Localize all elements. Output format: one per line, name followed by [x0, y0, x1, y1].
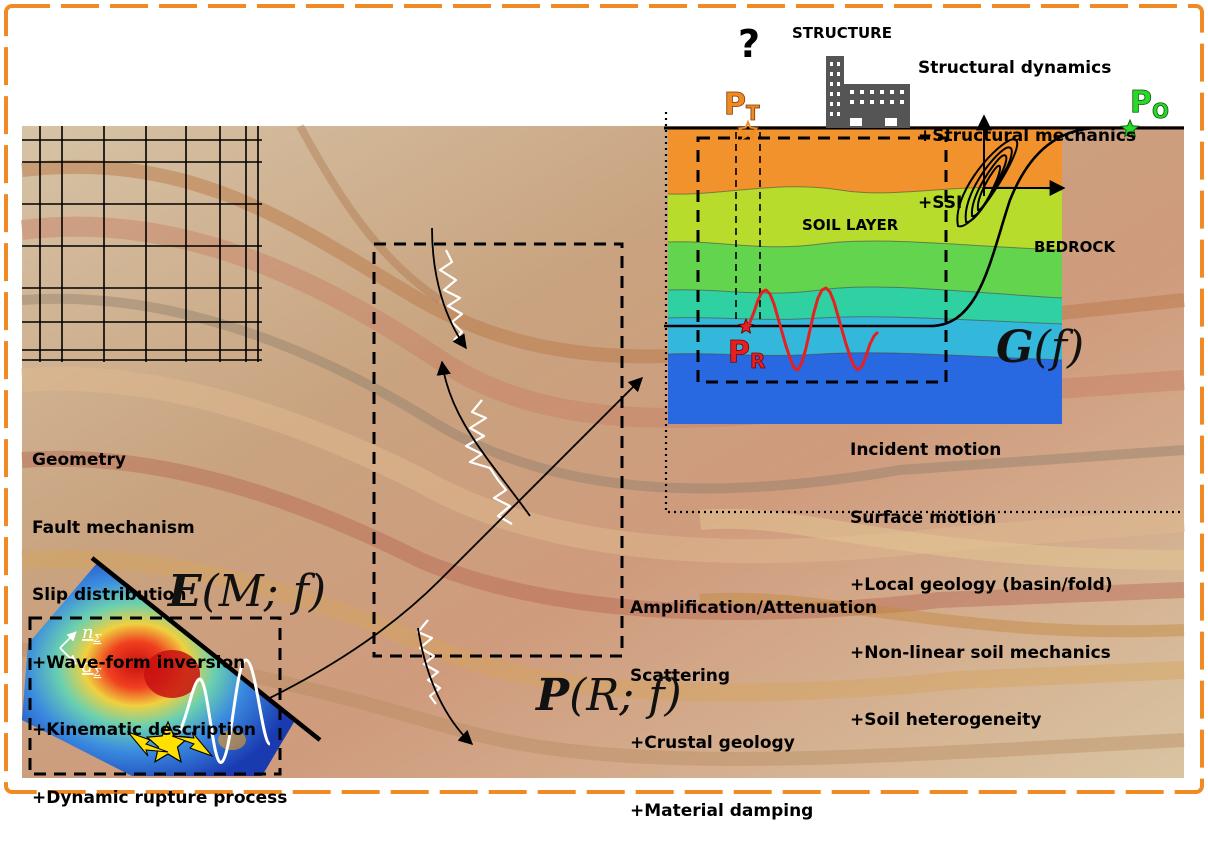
numerical-grid	[22, 126, 262, 362]
soil-layer-5	[668, 316, 1062, 360]
source-note: +Kinematic description	[32, 720, 257, 740]
normal-vector-label: nΣ	[82, 622, 102, 645]
soil-layer-1	[668, 128, 1062, 195]
path-note: Scattering	[630, 665, 731, 686]
soil-layer-2	[668, 186, 1062, 250]
structure-building	[826, 56, 910, 128]
scattered-wave-paths	[416, 249, 513, 705]
site-note: +Local geology (basin/fold)	[850, 575, 1113, 595]
site-term-args: (f)	[1033, 322, 1085, 373]
site-domain-dotted-boundary	[664, 112, 1184, 514]
source-note: Geometry	[32, 450, 126, 470]
structure-label: STRUCTURE	[792, 24, 892, 42]
point-rock-label: PR	[728, 335, 765, 373]
site-term-formula: G(f)	[996, 322, 1084, 373]
point-output-star	[1120, 118, 1140, 138]
path-note: +Crustal geology	[630, 733, 795, 753]
structure-note: Structural dynamics	[918, 58, 1112, 78]
path-note: Amplification/Attenuation	[630, 598, 878, 618]
source-term-args: (M; f)	[201, 566, 327, 617]
site-term-symbol: G	[996, 322, 1034, 373]
source-note: Fault mechanism	[32, 517, 195, 538]
bedrock-label: BEDROCK	[1034, 238, 1116, 256]
site-note: Incident motion	[850, 440, 1002, 460]
diagram-canvas: nΣ dΣ PT PO PR	[4, 4, 1204, 794]
structure-notes: Structural dynamics +Structural mechanic…	[918, 12, 1136, 237]
slip-vector-label: dΣ	[82, 656, 102, 679]
path-term-symbol: P	[536, 670, 570, 721]
outer-dashed-frame	[4, 4, 1204, 794]
site-notes: Incident motion Surface motion +Local ge…	[850, 394, 1113, 754]
point-output-label: PO	[1130, 85, 1169, 123]
structure-note: +SSI	[918, 193, 963, 213]
point-transfer-label: PT	[724, 87, 760, 125]
question-mark: ?	[738, 22, 761, 66]
fault-trace	[90, 556, 322, 742]
source-note: +Wave-form inversion	[32, 652, 246, 673]
soil-layer-label: SOIL LAYER	[802, 216, 899, 234]
fault-vectors	[59, 631, 77, 665]
point-rock-star	[737, 317, 755, 335]
source-waveform	[170, 658, 272, 764]
site-note: Surface motion	[850, 507, 997, 528]
structure-note: +Structural mechanics	[918, 125, 1137, 146]
bedrock-interface	[664, 126, 1101, 328]
site-note: +Soil heterogeneity	[850, 710, 1042, 730]
site-dashed-box	[696, 136, 948, 384]
incident-waveform	[744, 286, 880, 372]
soil-layer-4	[668, 287, 1062, 324]
path-dashed-box	[372, 242, 624, 658]
source-term-formula: E(M; f)	[168, 566, 326, 617]
site-note: +Non-linear soil mechanics	[850, 642, 1111, 663]
site-cross-section	[667, 128, 1063, 424]
source-notes: Geometry Fault mechanism Slip distributi…	[32, 404, 287, 832]
source-term-symbol: E	[168, 566, 202, 617]
bedrock-layer	[668, 352, 1062, 424]
source-slip-map	[22, 562, 294, 776]
path-term-args: (R; f)	[569, 670, 682, 721]
wave-path-arrows	[417, 227, 531, 745]
point-transfer-star	[737, 119, 759, 141]
source-dashed-box	[28, 616, 282, 776]
path-term-formula: P(R; f)	[536, 670, 682, 721]
slip-direction-arrows	[126, 730, 214, 758]
hysteresis-loops	[956, 114, 1066, 228]
soil-column-dashed	[735, 132, 761, 322]
main-wave-ray	[171, 376, 644, 743]
source-note: Slip distribution	[32, 585, 187, 605]
soil-layer-3	[668, 240, 1062, 298]
path-note: +Material damping	[630, 800, 814, 821]
